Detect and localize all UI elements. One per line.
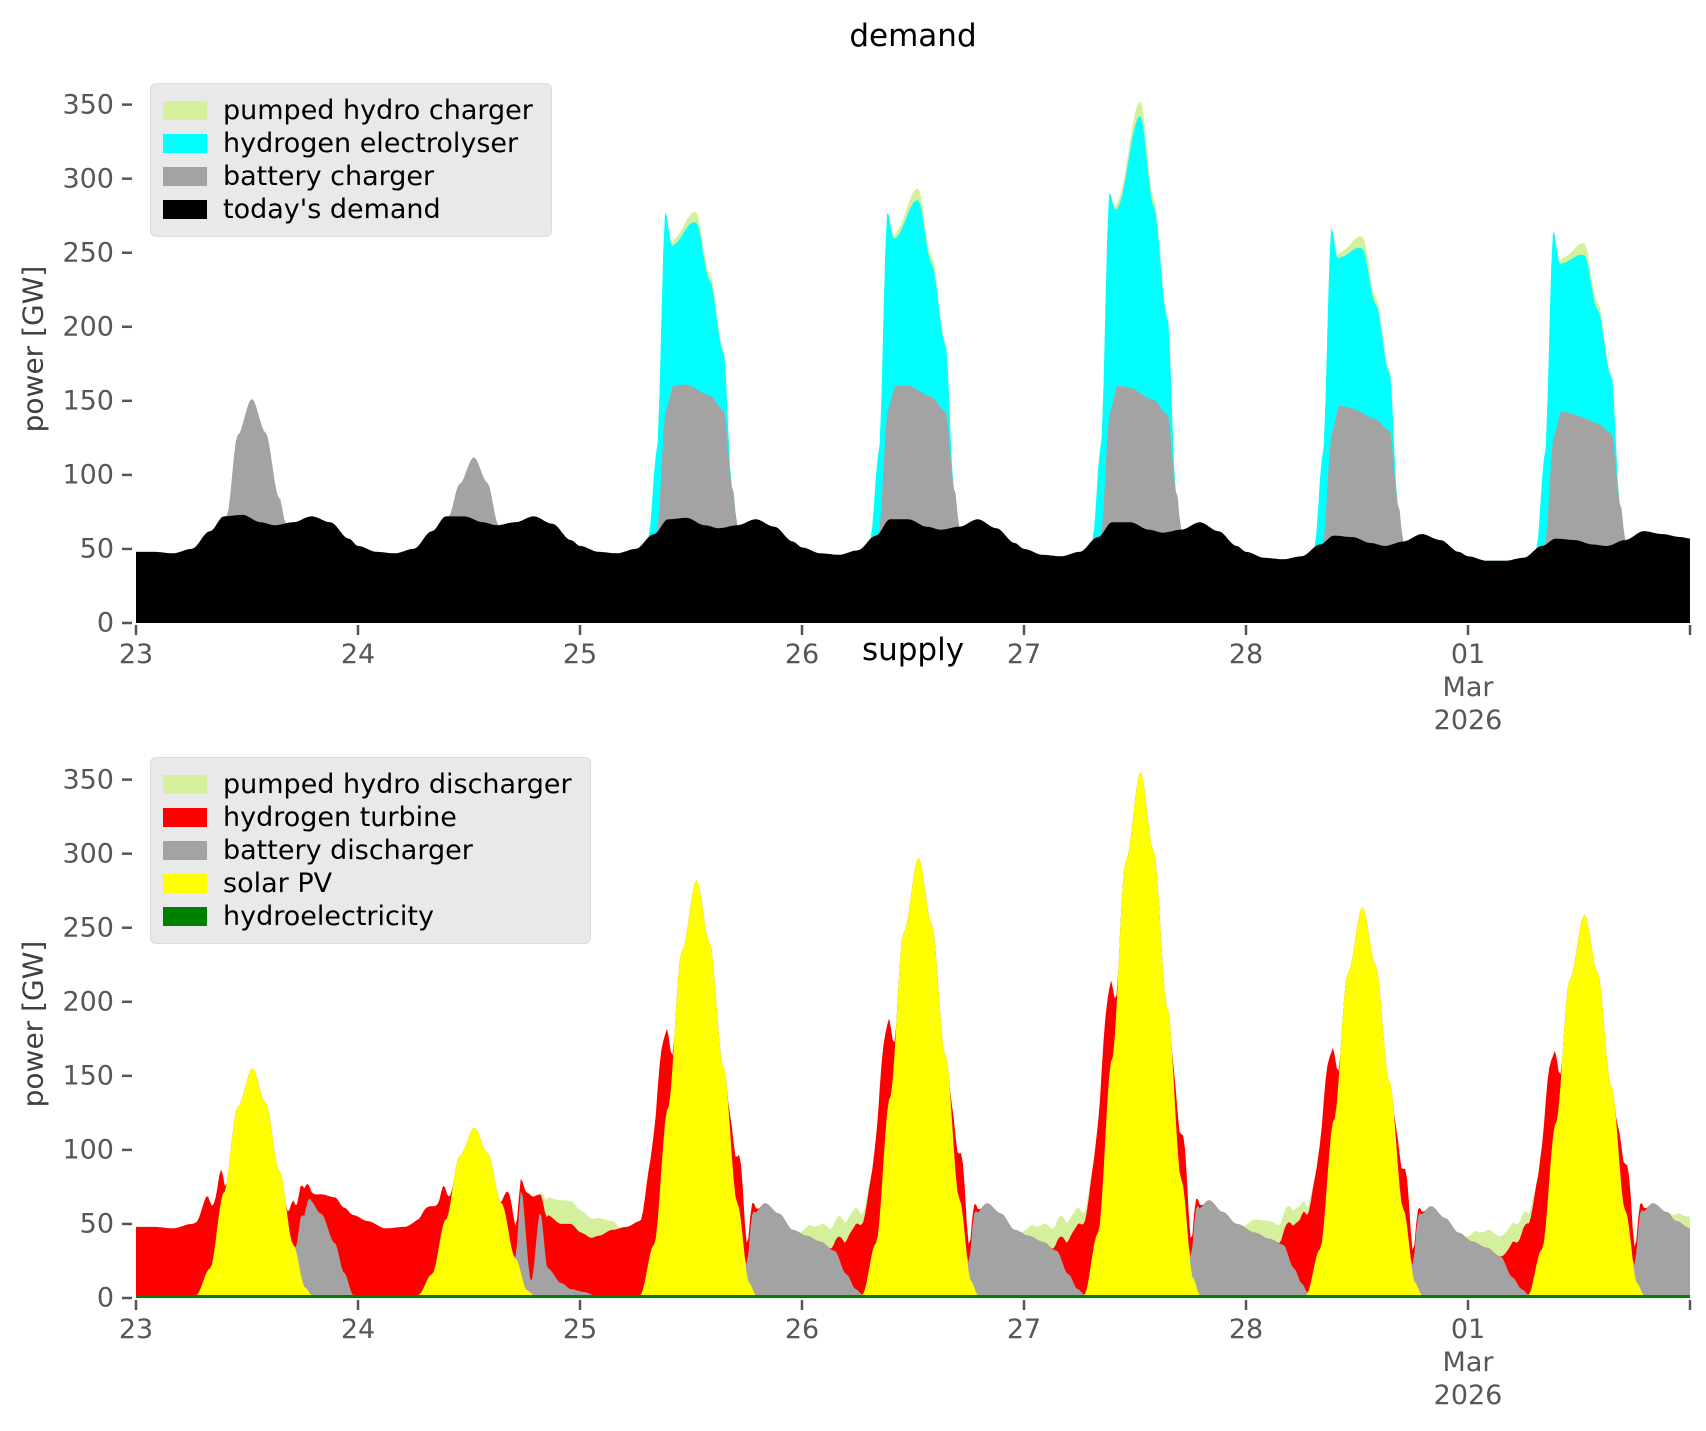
supply-y-tick-300: 300	[62, 838, 114, 870]
legend-label: battery discharger	[223, 835, 473, 866]
demand-x-tick-26: 26	[784, 639, 820, 670]
demand-chart-title: demand	[849, 18, 977, 54]
supply-x-tick-25: 25	[562, 1314, 598, 1345]
legend-item-solar-PV: solar PV	[163, 867, 572, 900]
legend-item-pumped-hydro-discharger: pumped hydro discharger	[163, 768, 572, 801]
legend-label: solar PV	[223, 868, 333, 899]
legend-item-battery-charger: battery charger	[163, 160, 533, 193]
supply-x-tick-sub-2026: 2026	[1433, 1380, 1503, 1411]
supply-chart-title: supply	[861, 632, 965, 668]
demand-x-tick-01: 01	[1450, 639, 1486, 670]
supply-x-tick-sub-Mar: Mar	[1442, 1347, 1494, 1378]
supply-tick-marks	[122, 778, 1692, 1310]
demand-y-tick-350: 350	[62, 89, 114, 121]
demand-y-axis-label: power [GW]	[16, 265, 50, 433]
demand-x-tick-sub-Mar: Mar	[1442, 672, 1494, 703]
legend-swatch-icon	[163, 907, 207, 926]
supply-areas	[136, 772, 1690, 1298]
demand-x-tick-27: 27	[1006, 639, 1042, 670]
supply-x-tick-23: 23	[118, 1314, 154, 1345]
demand-y-tick-250: 250	[62, 237, 114, 269]
legend-label: pumped hydro charger	[223, 95, 533, 126]
supply-y-tick-0: 0	[96, 1282, 114, 1314]
demand-areas	[136, 101, 1690, 624]
demand-x-tick-25: 25	[562, 639, 598, 670]
demand-y-tick-200: 200	[62, 311, 114, 343]
demand-x-tick-24: 24	[340, 639, 376, 670]
demand-tick-marks	[122, 103, 1692, 635]
supply-x-tick-26: 26	[784, 1314, 820, 1345]
legend-swatch-icon	[163, 134, 207, 153]
supply-x-tick-28: 28	[1228, 1314, 1264, 1345]
legend-swatch-icon	[163, 841, 207, 860]
supply-y-axis-label: power [GW]	[16, 940, 50, 1108]
demand-y-tick-100: 100	[62, 459, 114, 491]
legend-label: hydrogen electrolyser	[223, 128, 519, 159]
supply-y-tick-250: 250	[62, 912, 114, 944]
demand-y-tick-150: 150	[62, 385, 114, 417]
supply-y-tick-200: 200	[62, 986, 114, 1018]
legend-item-hydroelectricity: hydroelectricity	[163, 900, 572, 933]
supply-legend: pumped hydro discharger hydrogen turbine b…	[150, 757, 591, 944]
legend-swatch-icon	[163, 874, 207, 893]
legend-label: hydroelectricity	[223, 901, 434, 932]
legend-item-pumped-hydro-charger: pumped hydro charger	[163, 94, 533, 127]
demand-area-hydrogen-electrolyser	[136, 116, 1690, 624]
legend-label: battery charger	[223, 161, 435, 192]
demand-legend: pumped hydro charger hydrogen electrolyse…	[150, 83, 552, 237]
legend-label: pumped hydro discharger	[223, 769, 572, 800]
supply-x-tick-27: 27	[1006, 1314, 1042, 1345]
supply-y-tick-350: 350	[62, 764, 114, 796]
legend-swatch-icon	[163, 200, 207, 219]
supply-y-tick-50: 50	[79, 1208, 114, 1240]
supply-area-hydroelectricity	[136, 1295, 1690, 1298]
demand-y-tick-300: 300	[62, 163, 114, 195]
legend-label: today's demand	[223, 194, 441, 225]
supply-x-tick-01: 01	[1450, 1314, 1486, 1345]
demand-x-tick-sub-2026: 2026	[1433, 705, 1503, 736]
supply-area-solar-PV	[136, 772, 1690, 1298]
demand-x-tick-23: 23	[118, 639, 154, 670]
legend-swatch-icon	[163, 167, 207, 186]
supply-y-tick-100: 100	[62, 1134, 114, 1166]
legend-label: hydrogen turbine	[223, 802, 457, 833]
legend-item-hydrogen-turbine: hydrogen turbine	[163, 801, 572, 834]
legend-swatch-icon	[163, 808, 207, 827]
demand-y-tick-50: 50	[79, 533, 114, 565]
legend-item-battery-discharger: battery discharger	[163, 834, 572, 867]
demand-area-today-s-demand	[136, 514, 1690, 623]
legend-swatch-icon	[163, 775, 207, 794]
supply-x-tick-24: 24	[340, 1314, 376, 1345]
legend-swatch-icon	[163, 101, 207, 120]
demand-x-tick-28: 28	[1228, 639, 1264, 670]
supply-y-tick-150: 150	[62, 1060, 114, 1092]
legend-item-hydrogen-electrolyser: hydrogen electrolyser	[163, 127, 533, 160]
demand-y-tick-0: 0	[96, 607, 114, 639]
legend-item-today-s-demand: today's demand	[163, 193, 533, 226]
